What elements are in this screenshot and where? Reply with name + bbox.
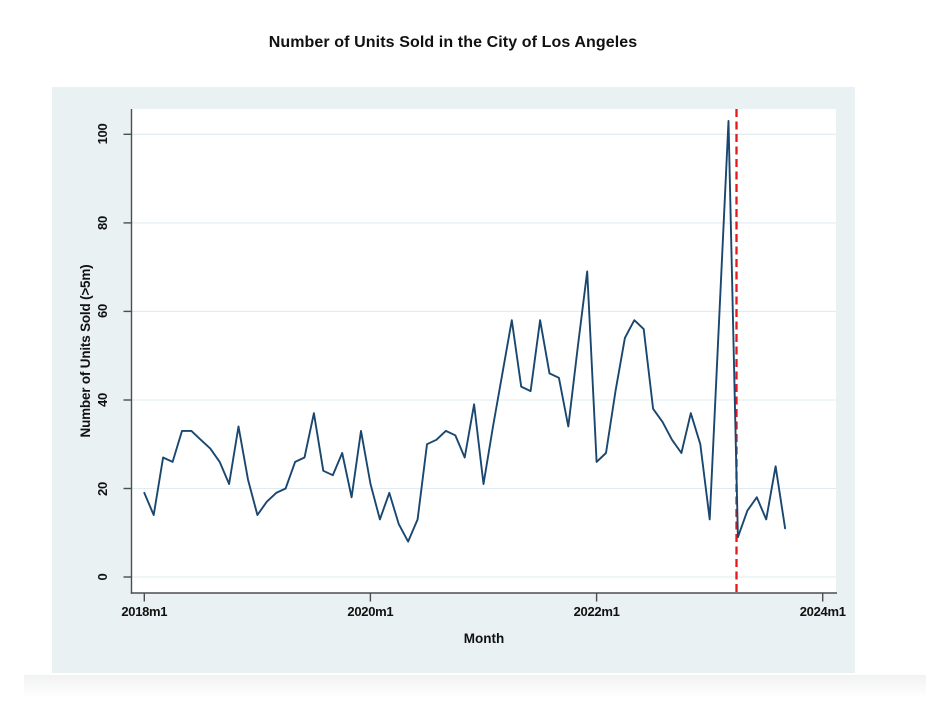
y-tick-label-60: 60: [95, 304, 110, 319]
chart-title: Number of Units Sold in the City of Los …: [268, 34, 638, 51]
y-tick-label-0: 0: [95, 573, 110, 581]
y-axis-title: Number of Units Sold (>5m): [78, 264, 93, 438]
y-tick-marks: [123, 133, 132, 578]
y-tick-label-80: 80: [95, 215, 110, 230]
x-tick-label-2024m1: 2024m1: [799, 604, 846, 619]
bottom-shadow: [24, 675, 926, 698]
y-tick-label-20: 20: [95, 481, 110, 496]
x-tick-label-2018m1: 2018m1: [121, 604, 168, 619]
x-tick-marks: [143, 593, 824, 602]
y-tick-label-40: 40: [95, 393, 110, 407]
x-tick-label-2022m1: 2022m1: [573, 604, 620, 619]
y-tick-label-100: 100: [95, 123, 110, 145]
x-tick-label-2020m1: 2020m1: [347, 604, 394, 619]
x-axis-title: Month: [463, 631, 505, 646]
series-line-units-sold: [143, 120, 787, 543]
axis-spines: [130, 109, 837, 594]
